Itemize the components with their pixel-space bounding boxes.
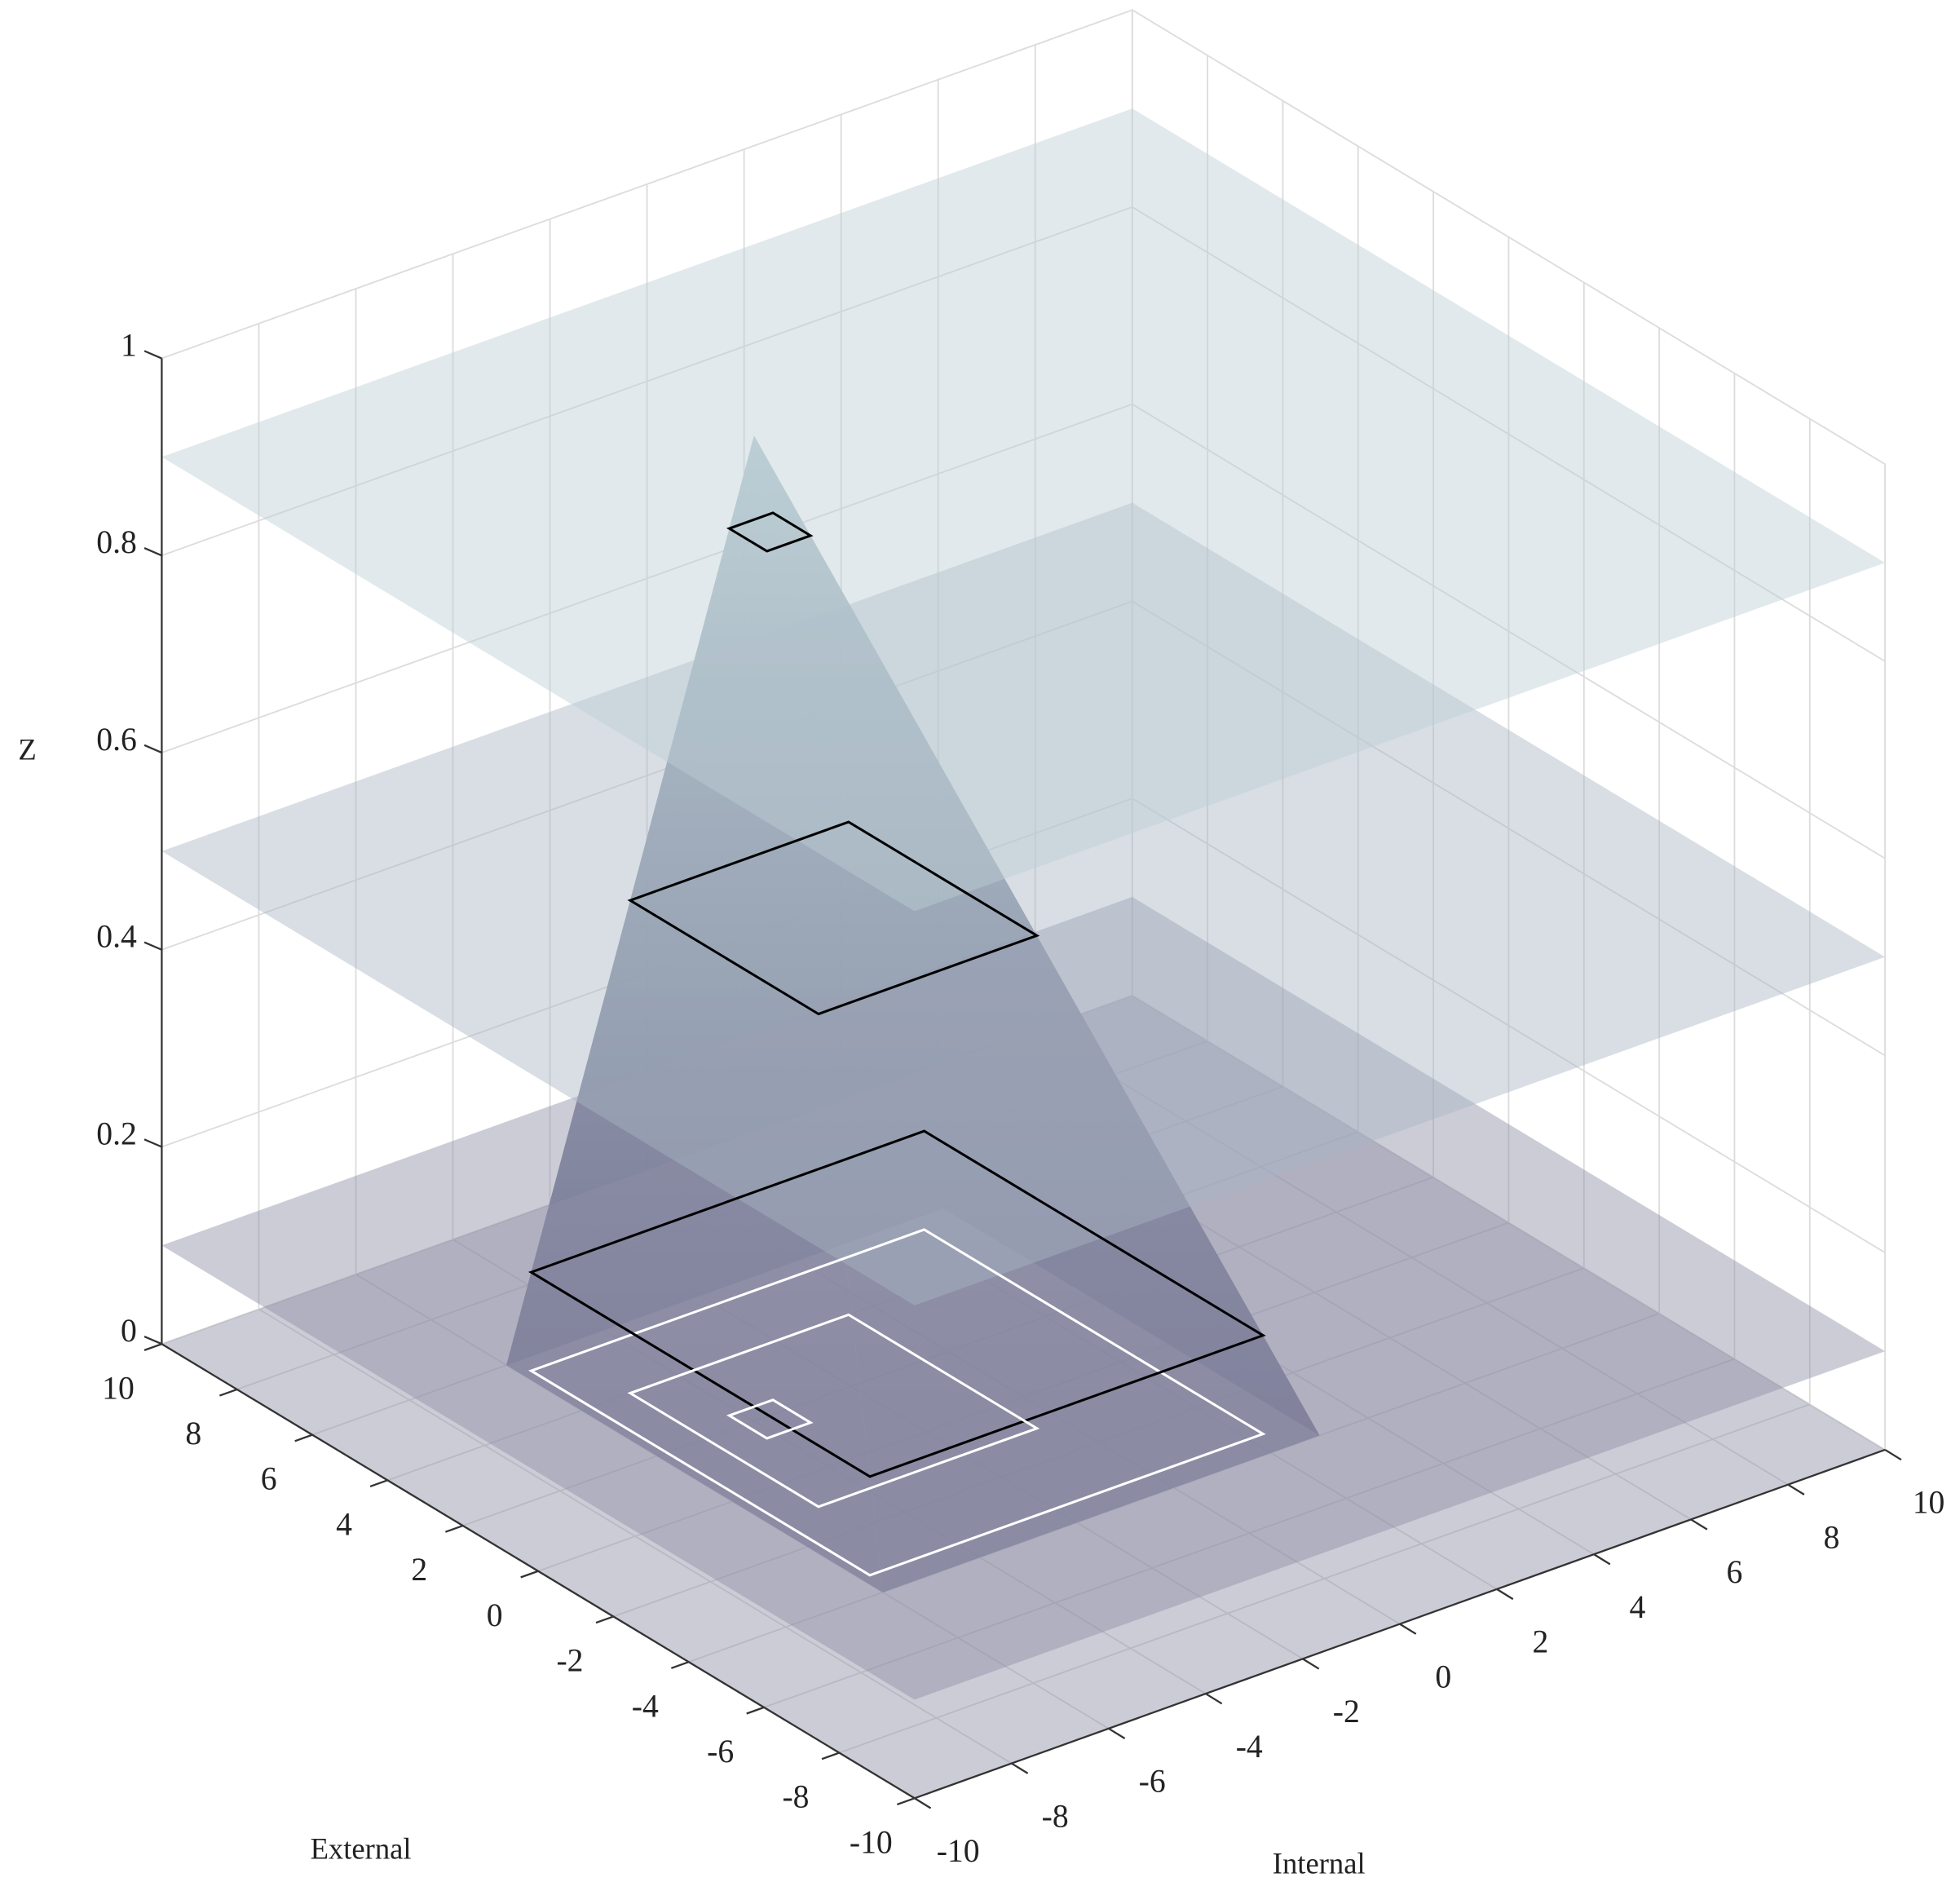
- z-tick: [143, 1138, 162, 1148]
- y-tick: [143, 1343, 162, 1351]
- x-tick-label: 8: [1824, 1519, 1840, 1555]
- y-tick: [294, 1434, 313, 1442]
- z-tick-label: 0.2: [96, 1115, 137, 1151]
- x-tick: [1496, 1588, 1514, 1601]
- x-tick-label: -4: [1236, 1729, 1263, 1765]
- z-tick-label: 0.6: [96, 722, 137, 758]
- y-tick-label: -10: [850, 1824, 893, 1860]
- y-axis-label: External: [311, 1831, 412, 1865]
- plane: [161, 108, 1886, 912]
- y-tick-label: 8: [185, 1416, 201, 1451]
- grid-line: [161, 600, 1886, 1057]
- pyramid-face: [506, 435, 883, 1593]
- z-tick: [143, 744, 162, 754]
- z-tick-label: 0.8: [96, 524, 137, 560]
- contour: [726, 511, 814, 553]
- projected-contour: [627, 1313, 1040, 1509]
- axes-front: External Internal Z -10-8-6-4-20246810-1…: [18, 327, 1944, 1880]
- plane: [161, 502, 1886, 1305]
- grid-line: [161, 797, 1886, 1254]
- x-tick-label: -10: [937, 1833, 980, 1869]
- y-tick: [369, 1479, 388, 1488]
- projected-contour: [527, 1228, 1266, 1577]
- plane: [161, 897, 1886, 1700]
- y-tick: [444, 1524, 464, 1533]
- y-tick-label: 2: [411, 1552, 427, 1588]
- y-tick-label: -2: [556, 1643, 583, 1679]
- x-tick: [1593, 1553, 1611, 1566]
- grid-line: [161, 9, 1886, 466]
- y-tick-label: 6: [261, 1461, 277, 1497]
- x-tick-label: -2: [1333, 1694, 1360, 1730]
- grid-line: [161, 403, 1886, 859]
- x-tick-label: 4: [1629, 1589, 1645, 1625]
- plane: [161, 995, 1886, 1799]
- y-tick-label: -8: [782, 1779, 809, 1815]
- y-axis-line: [161, 1343, 916, 1800]
- y-tick: [595, 1615, 614, 1624]
- z-tick: [143, 1336, 162, 1345]
- y-tick: [520, 1570, 539, 1579]
- projected-contour: [726, 1398, 814, 1440]
- z-tick: [143, 350, 162, 360]
- x-tick-label: 10: [1913, 1485, 1945, 1521]
- y-tick-label: -6: [707, 1734, 734, 1769]
- z-tick-label: 0: [121, 1313, 137, 1349]
- z-axis-label: Z: [18, 733, 36, 766]
- contour: [527, 1129, 1266, 1478]
- y-tick-label: 10: [102, 1370, 135, 1406]
- grid-line: [161, 205, 1886, 662]
- x-tick: [1690, 1518, 1708, 1531]
- x-tick: [1011, 1762, 1029, 1774]
- x-tick: [1787, 1483, 1805, 1495]
- z-tick-label: 1: [121, 327, 137, 363]
- z-tick: [143, 547, 162, 557]
- contour: [627, 820, 1040, 1016]
- x-tick: [1302, 1658, 1320, 1670]
- y-tick: [896, 1797, 916, 1805]
- z-tick-label: 0.4: [96, 919, 137, 955]
- y-tick-label: 0: [487, 1597, 503, 1633]
- x-tick-label: -6: [1139, 1764, 1166, 1800]
- x-tick-label: 6: [1727, 1554, 1743, 1590]
- x-tick: [914, 1797, 932, 1809]
- x-tick-label: 0: [1435, 1659, 1451, 1694]
- y-tick: [218, 1388, 238, 1397]
- y-tick: [670, 1661, 690, 1669]
- x-axis-label: Internal: [1273, 1847, 1366, 1880]
- x-tick-label: 2: [1532, 1624, 1548, 1660]
- y-tick: [821, 1752, 840, 1760]
- y-tick-label: 4: [336, 1506, 352, 1542]
- x-tick: [1108, 1727, 1126, 1739]
- grid-line: [161, 994, 1886, 1451]
- y-tick: [746, 1706, 765, 1715]
- x-tick: [1399, 1623, 1417, 1635]
- plot-area: [161, 108, 1886, 1799]
- x-tick-label: -8: [1042, 1798, 1069, 1834]
- y-tick-label: -4: [632, 1688, 659, 1724]
- z-tick: [143, 941, 162, 951]
- x-tick: [1205, 1693, 1223, 1705]
- x-tick: [1884, 1448, 1902, 1461]
